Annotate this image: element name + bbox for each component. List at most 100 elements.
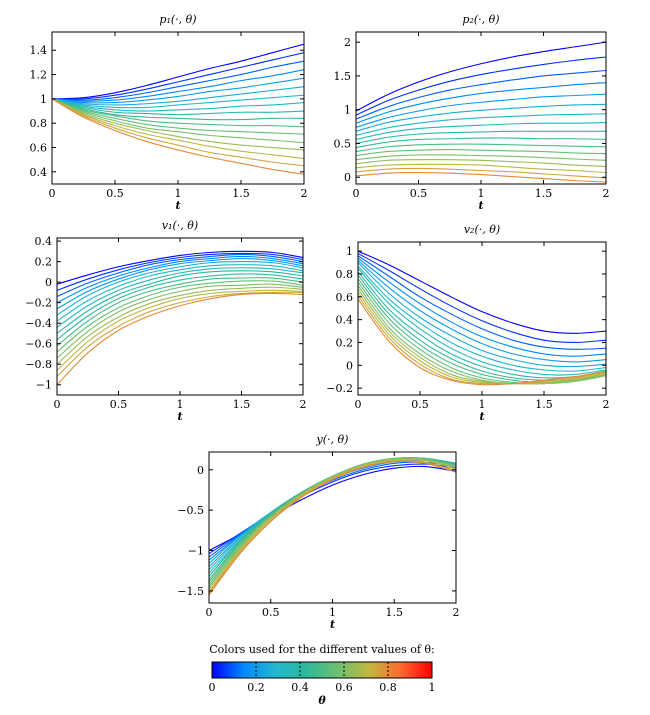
x-tick-label: 2 xyxy=(603,187,610,200)
x-tick-label: 2 xyxy=(603,398,610,411)
x-tick-label: 1.5 xyxy=(232,187,250,200)
series-line xyxy=(356,121,606,140)
series-line xyxy=(52,98,304,116)
series-line xyxy=(358,250,606,334)
y-tick-label: 0 xyxy=(346,359,353,372)
x-tick-label: 0 xyxy=(54,398,61,411)
colorbar-caption: Colors used for the different values of … xyxy=(209,643,435,656)
series-line xyxy=(57,283,303,359)
series-line xyxy=(52,86,304,106)
series-line xyxy=(52,94,304,109)
y-tick-label: −0.2 xyxy=(25,297,52,310)
y-tick-label: −0.5 xyxy=(177,504,204,517)
x-tick-label: 1.5 xyxy=(535,398,553,411)
y-tick-label: 0.8 xyxy=(30,117,48,130)
y-tick-label: 0.8 xyxy=(336,268,354,281)
y-tick-label: −1 xyxy=(36,379,52,392)
series-line xyxy=(356,167,606,179)
panel-title: p₂(·, θ) xyxy=(462,13,499,26)
series-line xyxy=(57,264,303,322)
panel-title: p₁(·, θ) xyxy=(159,13,196,26)
x-axis-label: t xyxy=(478,199,483,212)
series-line xyxy=(356,143,606,153)
colorbar-ticks: 0 0.2 0.4 0.6 0.8 1 xyxy=(209,662,436,694)
series-line xyxy=(356,113,606,136)
series-line xyxy=(356,82,606,124)
x-tick-label: 0.5 xyxy=(106,187,124,200)
series-line xyxy=(358,262,606,368)
x-axis-label: t xyxy=(479,410,484,423)
colorbar-label: θ xyxy=(318,694,326,707)
series-line xyxy=(57,255,303,304)
series-line xyxy=(358,288,606,385)
series-line xyxy=(356,159,606,167)
x-tick-label: 0.5 xyxy=(410,187,428,200)
series-line xyxy=(52,98,304,151)
x-tick-label: 0 xyxy=(206,606,213,619)
x-tick-label: 1 xyxy=(177,398,184,411)
series-line xyxy=(356,41,606,112)
series-line xyxy=(57,280,303,353)
panel-title: v₁(·, θ) xyxy=(162,219,198,232)
series-line xyxy=(52,98,304,128)
series-line xyxy=(52,98,304,175)
series-line xyxy=(358,257,606,357)
series-line xyxy=(358,295,606,385)
series-line xyxy=(358,252,606,344)
x-tick-label: 1 xyxy=(478,187,485,200)
series-line xyxy=(52,77,304,104)
x-axis-label: t xyxy=(177,410,182,423)
x-axis-label: t xyxy=(175,199,180,212)
series-line xyxy=(52,60,304,101)
y-tick-label: 0 xyxy=(197,464,204,477)
colorbar-legend: Colors used for the different values of … xyxy=(209,643,436,707)
y-tick-label: −1.5 xyxy=(177,585,204,598)
series-line xyxy=(57,261,303,316)
series-line xyxy=(52,98,304,167)
series-line xyxy=(358,291,606,385)
series-group xyxy=(209,457,456,596)
y-tick-label: 0.2 xyxy=(35,256,53,269)
series-line xyxy=(356,171,606,183)
x-tick-label: 1.5 xyxy=(233,398,251,411)
series-line xyxy=(209,460,456,596)
y-tick-label: −0.8 xyxy=(25,358,52,371)
y-tick-label: 0.2 xyxy=(336,336,354,349)
series-line xyxy=(209,459,456,564)
series-line xyxy=(52,43,304,100)
plot-frame xyxy=(208,451,457,604)
y-tick-label: 1 xyxy=(40,93,47,106)
series-line xyxy=(52,98,304,112)
series-line xyxy=(52,69,304,102)
x-tick-label: 1 xyxy=(175,187,182,200)
x-tick-label: 2 xyxy=(300,398,307,411)
series-line xyxy=(209,459,456,593)
series-line xyxy=(57,273,303,341)
y-tick-label: 1 xyxy=(344,104,351,117)
panel-title: y(·, θ) xyxy=(316,433,349,446)
panel-title: v₂(·, θ) xyxy=(464,223,500,236)
series-line xyxy=(57,253,303,297)
series-line xyxy=(52,98,304,160)
y-tick-label: −0.2 xyxy=(326,382,353,395)
series-line xyxy=(358,274,606,381)
series-line xyxy=(358,265,606,372)
y-tick-label: 1 xyxy=(346,245,353,258)
series-line xyxy=(356,93,606,128)
y-tick-label: −1 xyxy=(188,545,204,558)
chart-panel-4: v₂(·, θ)0 0.5 1 1.5 2−0.200.20.40.60.81t xyxy=(326,223,609,423)
series-line xyxy=(57,291,303,377)
series-line xyxy=(209,458,456,590)
y-tick-label: 1.5 xyxy=(334,70,352,83)
plot-frame xyxy=(355,31,607,185)
x-tick-label: 0.5 xyxy=(110,398,128,411)
colorbar-tick-label: 0.8 xyxy=(379,681,397,694)
y-tick-label: 0.6 xyxy=(336,291,354,304)
x-tick-label: 0.5 xyxy=(411,398,429,411)
series-line xyxy=(356,130,606,145)
x-tick-label: 1.5 xyxy=(535,187,553,200)
series-line xyxy=(356,163,606,174)
x-tick-label: 0 xyxy=(355,398,362,411)
series-line xyxy=(356,137,606,149)
